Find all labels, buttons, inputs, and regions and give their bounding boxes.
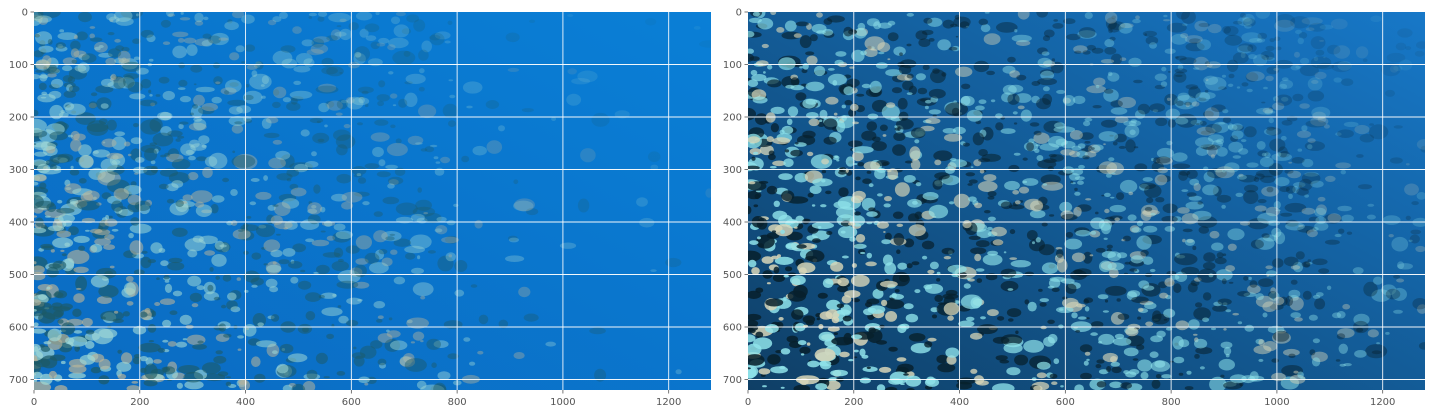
x-tick-label: 1200 xyxy=(1370,397,1395,408)
y-tick-label: 300 xyxy=(723,165,742,176)
right-axes: 0 200 400 600 800 1000 1200 0 100 200 300 400 500 600… xyxy=(723,8,1425,409)
y-tick-label: 0 xyxy=(22,8,28,19)
gridlines xyxy=(34,12,711,390)
axis-ticks: 0 200 400 600 800 1000 1200 0 100 200 300 400 500 600… xyxy=(9,8,682,409)
gridlines xyxy=(748,12,1425,390)
x-tick-label: 200 xyxy=(130,397,149,408)
y-tick-label: 600 xyxy=(9,323,28,334)
x-tick-label: 600 xyxy=(342,397,361,408)
y-tick-label: 700 xyxy=(723,375,742,386)
y-tick-label: 400 xyxy=(723,218,742,229)
x-tick-label: 800 xyxy=(448,397,467,408)
x-tick-label: 800 xyxy=(1162,397,1181,408)
y-tick-label: 200 xyxy=(9,113,28,124)
right-panel-enhanced-image: 0 200 400 600 800 1000 1200 0 100 200 300 400 500 600… xyxy=(714,0,1425,416)
y-tick-label: 200 xyxy=(723,113,742,124)
y-tick-label: 700 xyxy=(9,375,28,386)
axis-ticks: 0 200 400 600 800 1000 1200 0 100 200 300 400 500 600… xyxy=(723,8,1396,409)
x-tick-label: 0 xyxy=(31,397,37,408)
x-tick-label: 200 xyxy=(844,397,863,408)
x-tick-label: 0 xyxy=(745,397,751,408)
y-tick-label: 500 xyxy=(723,270,742,281)
left-panel-original-image: 0 200 400 600 800 1000 1200 0 100 200 300 400 500 600… xyxy=(0,0,711,416)
y-tick-label: 100 xyxy=(723,60,742,71)
y-tick-label: 300 xyxy=(9,165,28,176)
y-tick-label: 0 xyxy=(736,8,742,19)
left-axes: 0 200 400 600 800 1000 1200 0 100 200 300 400 500 600… xyxy=(9,8,711,409)
x-tick-label: 1000 xyxy=(550,397,575,408)
y-tick-label: 400 xyxy=(9,218,28,229)
x-tick-label: 1000 xyxy=(1264,397,1289,408)
x-tick-label: 1200 xyxy=(656,397,681,408)
x-tick-label: 400 xyxy=(236,397,255,408)
x-tick-label: 400 xyxy=(950,397,969,408)
y-tick-label: 600 xyxy=(723,323,742,334)
y-tick-label: 100 xyxy=(9,60,28,71)
y-tick-label: 500 xyxy=(9,270,28,281)
x-tick-label: 600 xyxy=(1056,397,1075,408)
